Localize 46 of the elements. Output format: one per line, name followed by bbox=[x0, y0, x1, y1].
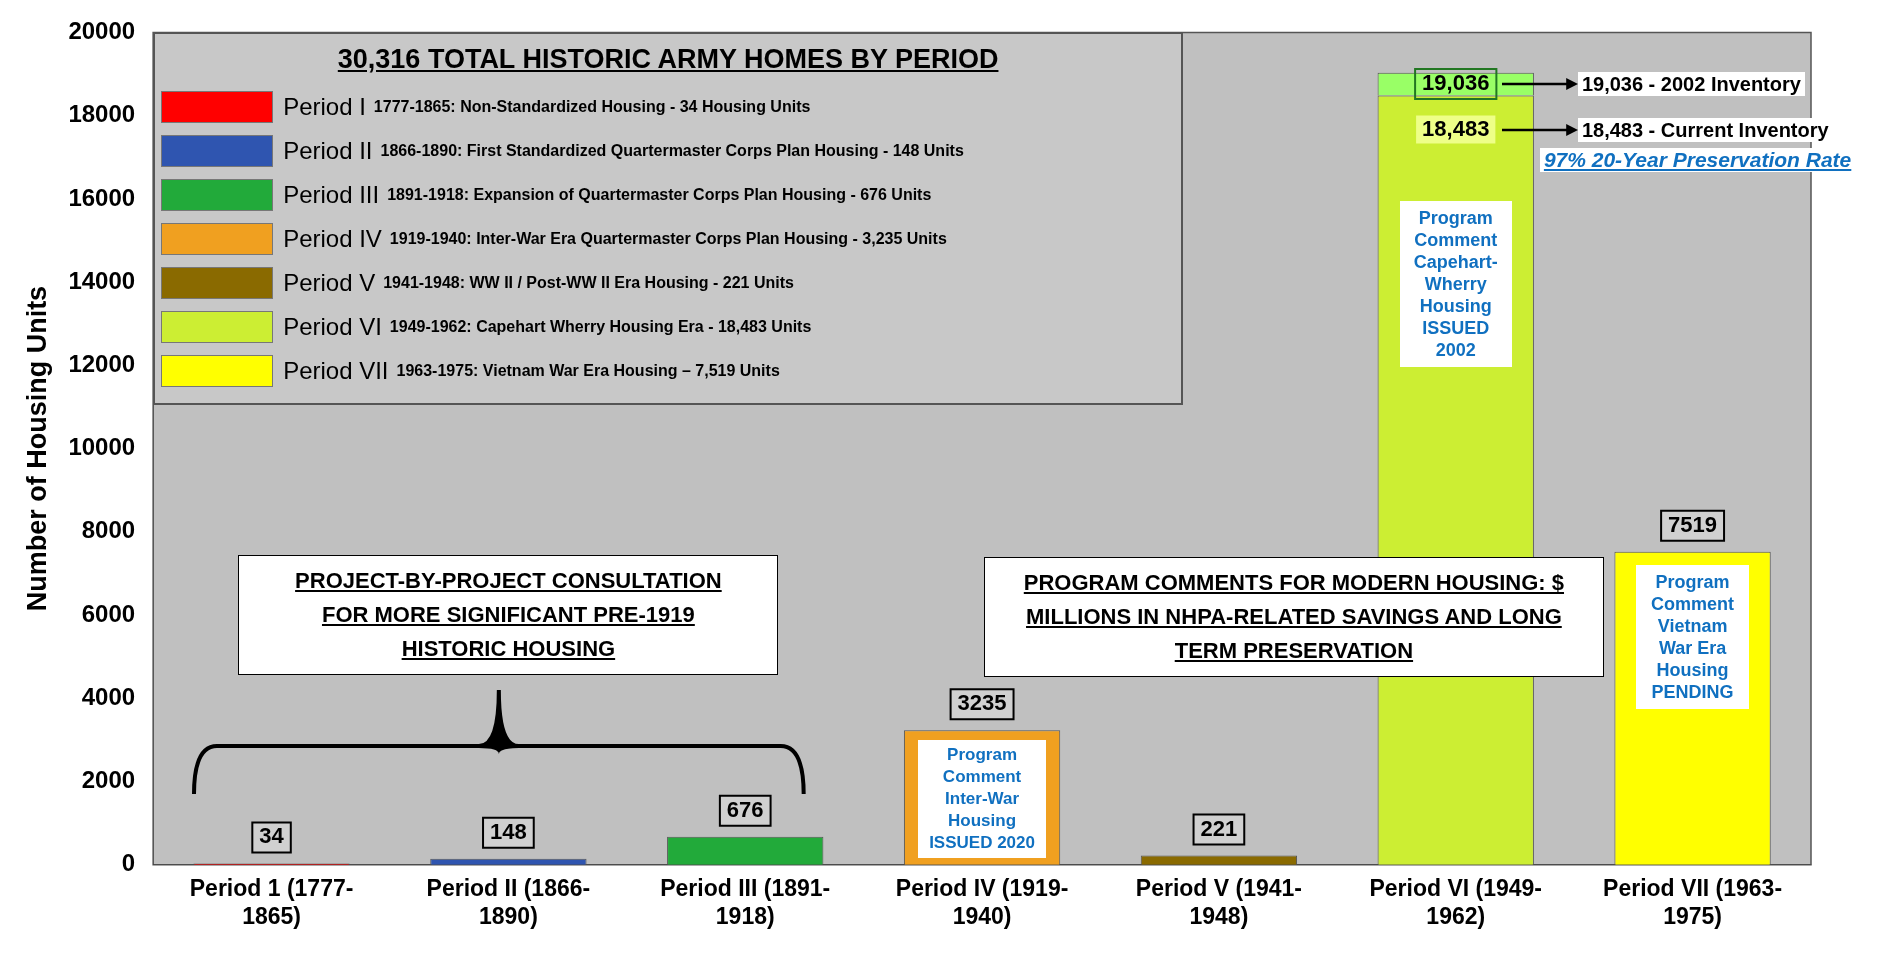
legend-label: Period V 1941-1948: WW II / Post-WW II Era Housing - 221 Units bbox=[283, 269, 794, 298]
annotation: Program Comment Inter-War Housing ISSUED 2020 bbox=[929, 744, 1035, 852]
note-box: 19,036 - 2002 Inventory bbox=[1577, 71, 1805, 96]
y-tick-label: 20000 bbox=[68, 17, 136, 45]
x-tick-label: Period VI (1949-1962) bbox=[1369, 874, 1543, 929]
data-label: 7519 bbox=[1668, 511, 1718, 537]
note-box: PROGRAM COMMENTS FOR MODERN HOUSING: $ MILLIONS IN NHPA-RELATED SAVINGS AND LONG TERM PRESERVATION bbox=[983, 556, 1604, 677]
x-tick-label: Period III (1891-1918) bbox=[660, 874, 831, 929]
legend-label: Period VI 1949-1962: Capehart Wherry Housing Era - 18,483 Units bbox=[283, 313, 812, 342]
data-label: 676 bbox=[726, 796, 764, 822]
x-tick-label: Period VII (1963-1975) bbox=[1603, 874, 1783, 929]
annotation: PROJECT-BY-PROJECT CONSULTATION FOR MORE SIGNIFICANT PRE-1919 HISTORIC HOUSING bbox=[295, 567, 722, 661]
total-label: 19,036 bbox=[1422, 70, 1490, 96]
data-label: 148 bbox=[490, 818, 527, 844]
y-tick-label: 10000 bbox=[68, 433, 136, 461]
y-axis-title: Number of Housing Units bbox=[21, 285, 52, 612]
y-tick-label: 0 bbox=[121, 849, 136, 877]
y-tick-label: 8000 bbox=[81, 516, 136, 544]
y-tick-label: 2000 bbox=[81, 766, 136, 794]
data-label: 34 bbox=[259, 823, 285, 849]
data-label: 3235 bbox=[957, 690, 1007, 716]
legend-label: Period VII 1963-1975: Vietnam War Era Housing – 7,519 Units bbox=[283, 357, 780, 386]
x-tick-label: Period IV (1919-1940) bbox=[895, 874, 1069, 929]
note-box: PROJECT-BY-PROJECT CONSULTATION FOR MORE SIGNIFICANT PRE-1919 HISTORIC HOUSING bbox=[238, 554, 779, 675]
note-box: Program Comment Vietnam War Era Housing PENDING bbox=[1636, 565, 1749, 710]
y-tick-label: 4000 bbox=[81, 682, 136, 710]
annotation: Program Comment Capehart-Wherry Housing ISSUED 2002 bbox=[1413, 207, 1498, 360]
legend-label: Period IV 1919-1940: Inter-War Era Quartermaster Corps Plan Housing - 3,235 Units bbox=[283, 225, 947, 254]
data-label: 221 bbox=[1200, 815, 1238, 841]
legend-title: 30,316 TOTAL HISTORIC ARMY HOMES BY PERIOD bbox=[336, 44, 1000, 76]
legend-label: Period I 1777-1865: Non-Standardized Housing - 34 Housing Units bbox=[283, 93, 811, 122]
note-box: Program Comment Capehart-Wherry Housing ISSUED 2002 bbox=[1399, 200, 1512, 367]
y-tick-label: 12000 bbox=[68, 349, 136, 377]
note-box: Program Comment Inter-War Housing ISSUED 2020 bbox=[917, 739, 1047, 858]
x-tick-label: Period V (1941-1948) bbox=[1135, 874, 1302, 929]
annotation: Program Comment Vietnam War Era Housing PENDING bbox=[1651, 572, 1735, 703]
x-tick-label: Period II (1866-1890) bbox=[426, 874, 591, 929]
y-tick-label: 18000 bbox=[68, 100, 136, 128]
y-tick-label: 14000 bbox=[68, 266, 136, 294]
y-tick-label: 6000 bbox=[81, 599, 136, 627]
x-tick-label: Period 1 (1777-1865) bbox=[189, 874, 354, 929]
data-label: 18,483 bbox=[1422, 115, 1490, 141]
y-tick-label: 16000 bbox=[68, 183, 136, 211]
legend-label: Period II 1866-1890: First Standardized Quartermaster Corps Plan Housing - 148 Units bbox=[283, 137, 964, 166]
legend-label: Period III 1891-1918: Expansion of Quartermaster Corps Plan Housing - 676 Units bbox=[283, 181, 932, 210]
annotation: PROGRAM COMMENTS FOR MODERN HOUSING: $ MILLIONS IN NHPA-RELATED SAVINGS AND LONG TERM PRESERVATION bbox=[1023, 569, 1565, 663]
